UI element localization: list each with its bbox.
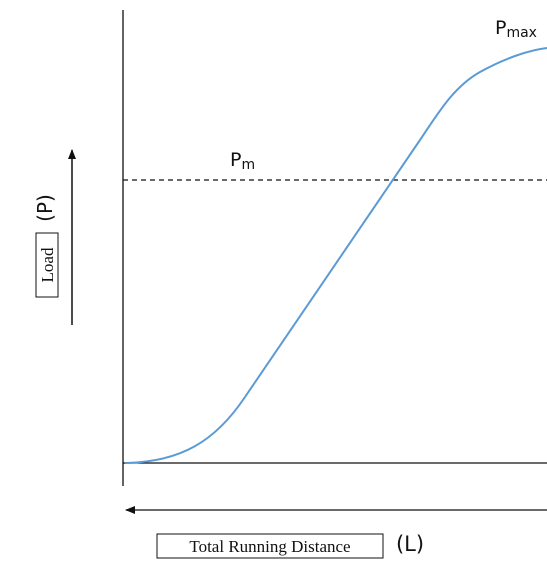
pmax-sub: max (506, 25, 537, 41)
x-axis-symbol: (L) (396, 532, 424, 556)
pm-label: Pm (230, 149, 255, 173)
x-axis-name: Total Running Distance (189, 537, 350, 556)
pm-main: P (230, 149, 241, 171)
y-axis-name-box (35, 232, 59, 298)
y-axis-name: Load (38, 247, 57, 282)
pmax-main: P (495, 17, 506, 39)
load-curve (124, 47, 547, 464)
y-axis-symbol: (P) (33, 194, 57, 222)
pm-sub: m (241, 157, 255, 173)
x-axis-name-box (156, 533, 384, 559)
pmax-label: Pmax (495, 17, 537, 41)
y-axis-name-group: Load (35, 232, 59, 298)
